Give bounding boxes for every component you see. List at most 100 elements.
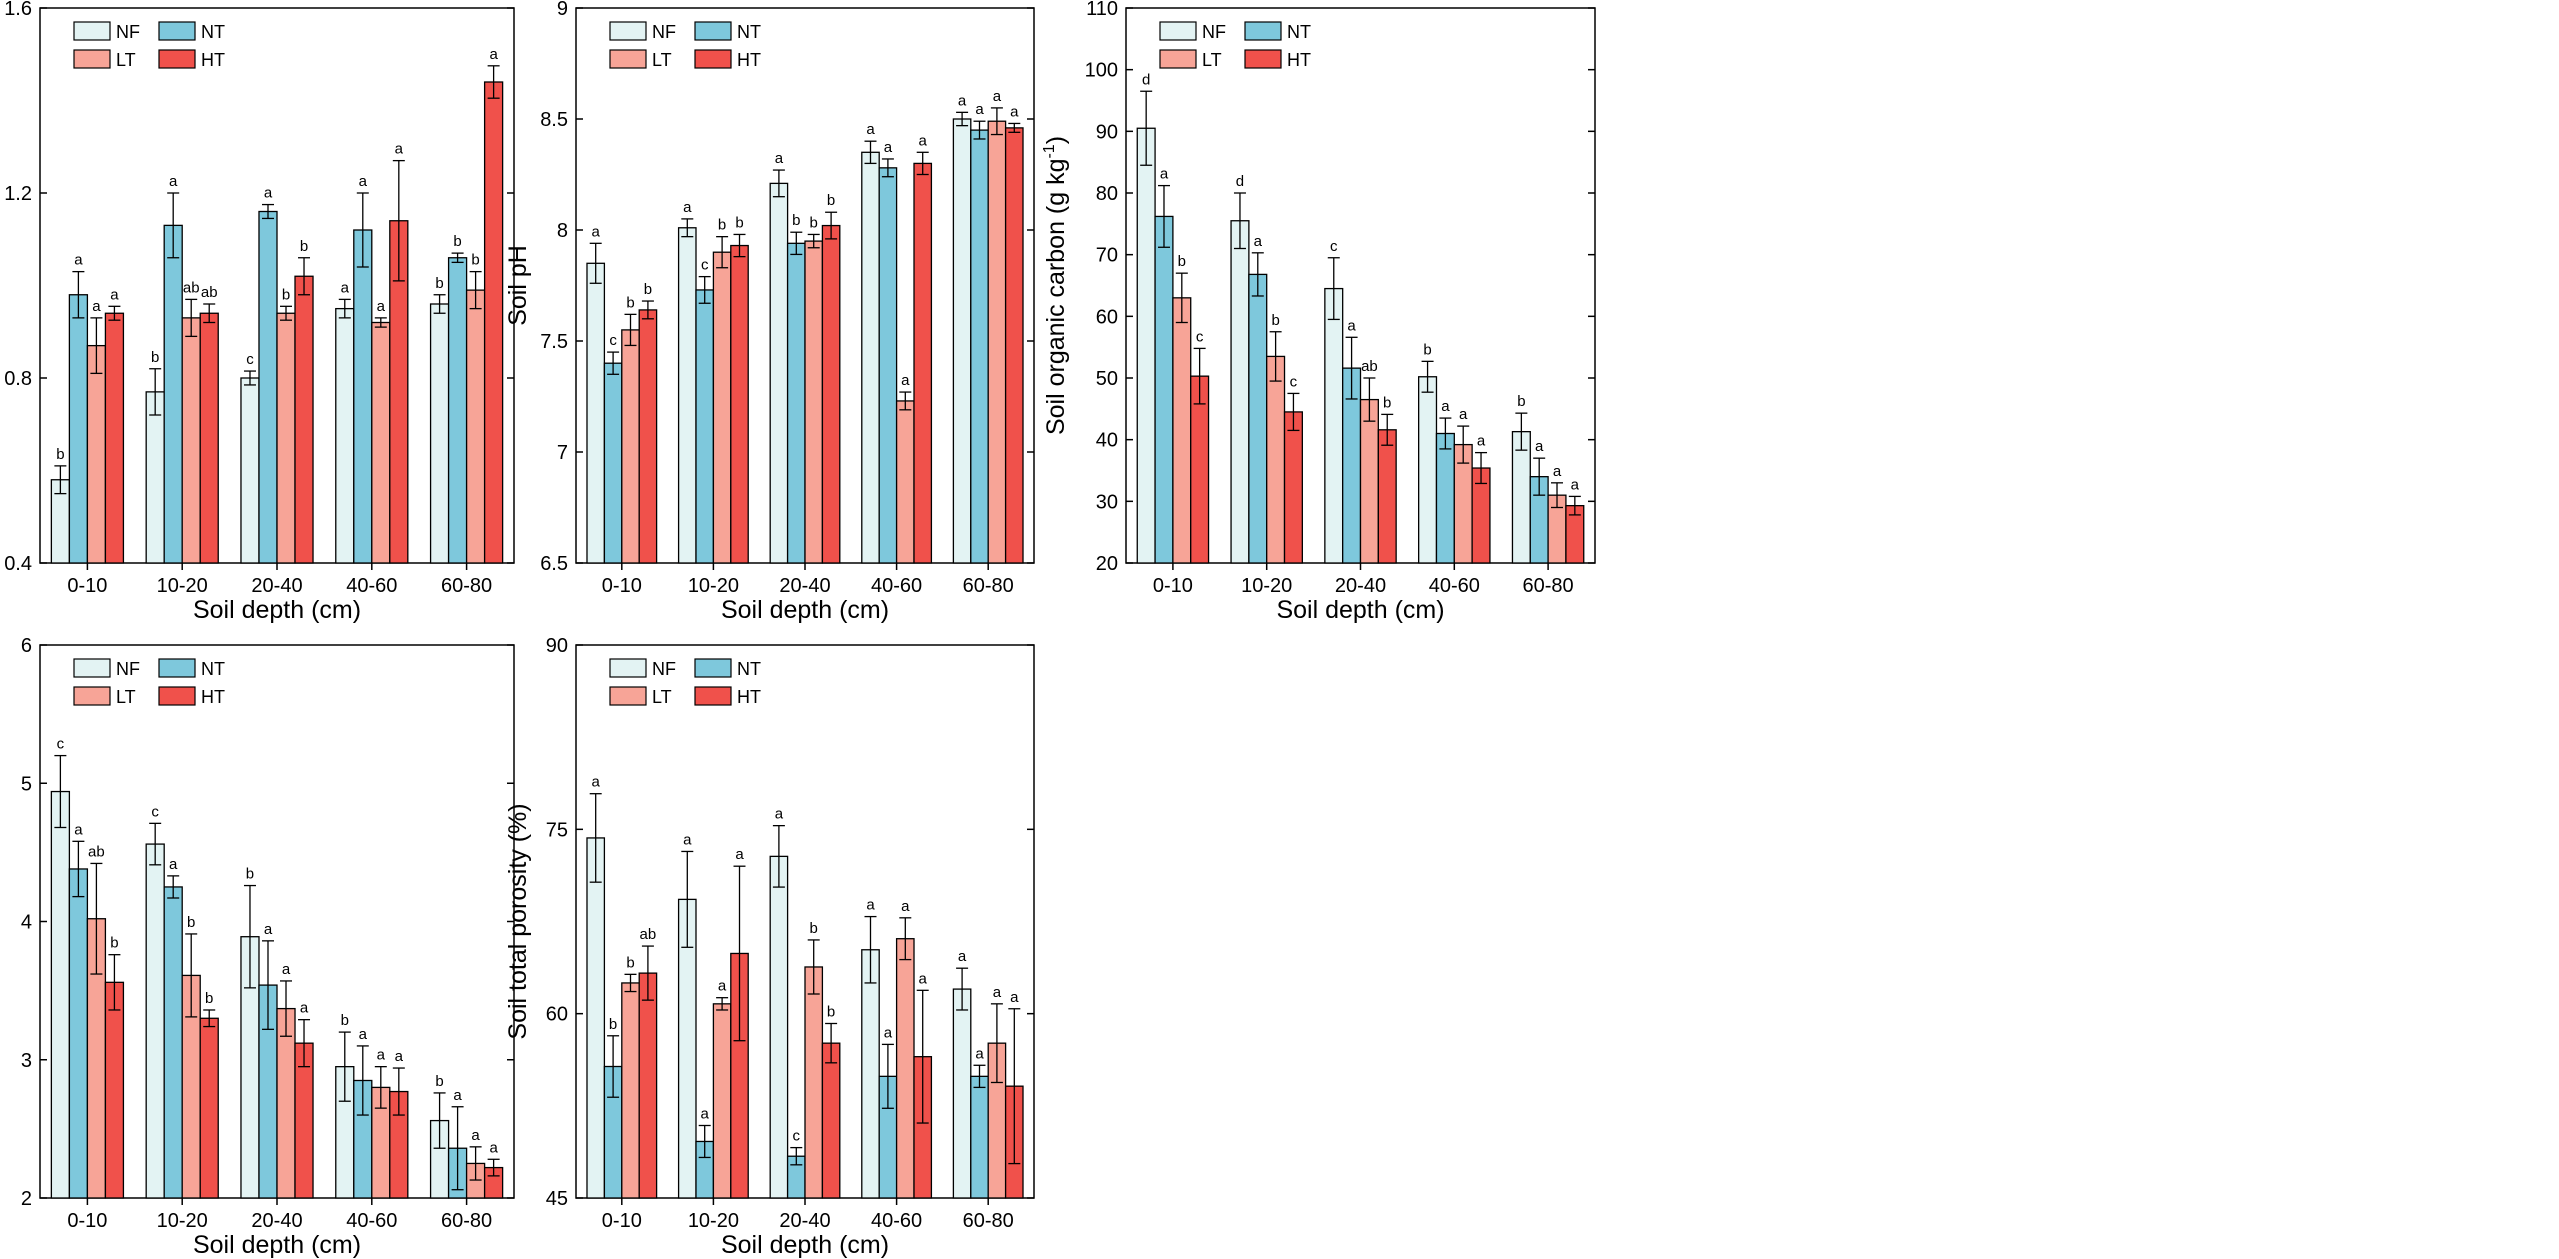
significance-letter: a: [377, 298, 386, 315]
legend-swatch-ht: [694, 49, 732, 69]
error-bar: [641, 945, 654, 1001]
significance-letter: b: [810, 214, 818, 231]
y-axis-label: Soil organic carbon (g kg-1): [1041, 136, 1070, 435]
error-bar: [280, 305, 293, 321]
legend-swatch-nt: [694, 658, 732, 678]
x-tick-label: 60-80: [441, 575, 492, 597]
significance-letter: a: [866, 897, 875, 914]
legend: NF NT LT HT: [609, 21, 761, 70]
y-axis-label: Soil total porosity (%): [504, 803, 532, 1039]
x-axis-label: Soil depth (cm): [721, 1231, 889, 1259]
error-bar: [356, 192, 369, 268]
significance-letter: a: [74, 252, 83, 269]
error-bar: [956, 111, 969, 127]
error-bar: [1551, 482, 1564, 509]
x-axis-label: Soil depth (cm): [1276, 596, 1444, 624]
y-tick-label: 2: [21, 1188, 32, 1210]
bar-nf: [145, 391, 165, 564]
error-bar: [1345, 336, 1358, 400]
error-bar: [899, 917, 912, 961]
x-axis-label: Soil depth (cm): [721, 596, 889, 624]
significance-letter: a: [1477, 433, 1486, 450]
significance-letter: c: [1196, 328, 1204, 345]
x-axis-label: Soil depth (cm): [193, 596, 361, 624]
significance-letter: b: [341, 1012, 349, 1029]
error-bar: [90, 317, 103, 375]
error-bar: [956, 967, 969, 1011]
significance-letter: b: [1178, 253, 1186, 270]
legend-label-lt: LT: [116, 687, 136, 707]
legend-label-nt: NT: [201, 22, 225, 42]
legend-label-nt: NT: [1287, 22, 1311, 42]
bar-nf: [861, 949, 880, 1199]
y-tick-label: 70: [1096, 245, 1118, 267]
y-tick-label: 80: [1096, 183, 1118, 205]
bar-nt: [1154, 215, 1174, 564]
significance-letter: a: [735, 846, 744, 863]
x-tick-label: 0-10: [67, 575, 107, 597]
significance-letter: b: [1383, 394, 1391, 411]
error-bar: [607, 351, 620, 375]
bar-ht: [730, 244, 749, 564]
x-tick-label: 60-80: [963, 575, 1014, 597]
error-bar: [1008, 1008, 1021, 1165]
bar-nf: [335, 307, 355, 564]
significance-letter: b: [435, 1073, 443, 1090]
bar-nf: [240, 377, 260, 564]
x-tick-label: 40-60: [346, 1210, 397, 1232]
error-bar: [72, 270, 85, 319]
significance-letter: b: [282, 286, 290, 303]
legend-swatch-lt: [73, 686, 111, 706]
legend-swatch-nf: [73, 21, 111, 41]
significance-letter: a: [1010, 989, 1019, 1006]
y-axis-label: Soil pH: [504, 245, 532, 326]
y-tick-label: 75: [546, 819, 568, 841]
error-bar: [589, 242, 602, 284]
significance-letter: ab: [640, 926, 657, 943]
error-bar: [825, 211, 838, 240]
significance-letter: b: [471, 252, 479, 269]
significance-letter: a: [110, 286, 119, 303]
error-bar: [1269, 331, 1282, 382]
bar-lt: [1172, 297, 1192, 564]
bar-lt: [895, 400, 915, 564]
legend: NF NT LT HT: [73, 21, 225, 70]
y-tick-label: 110: [1086, 0, 1118, 20]
error-bar: [54, 754, 67, 829]
error-bar: [487, 65, 500, 99]
significance-letter: a: [264, 921, 273, 938]
legend-label-nf: NF: [116, 22, 140, 42]
significance-letter: a: [683, 199, 692, 216]
legend-swatch-ht: [694, 686, 732, 706]
x-tick-label: 0-10: [602, 575, 642, 597]
y-tick-label: 8.5: [540, 109, 568, 131]
significance-letter: a: [92, 298, 101, 315]
significance-letter: a: [919, 970, 928, 987]
legend-label-nf: NF: [652, 659, 676, 679]
legend-label-nf: NF: [652, 22, 676, 42]
significance-letter: c: [793, 1128, 801, 1145]
error-bar: [772, 824, 785, 888]
significance-letter: b: [110, 935, 118, 952]
x-tick-label: 40-60: [871, 575, 922, 597]
significance-letter: a: [1553, 463, 1562, 480]
bar-nt: [163, 886, 183, 1199]
significance-letter: a: [718, 978, 727, 995]
chart-panel-2: 6.5 7 7.5 8 8.5 9 Soil pH Soil depth (cm) 0-10 a c…: [504, 0, 1035, 624]
error-bar: [469, 270, 482, 310]
significance-letter: a: [489, 1139, 498, 1156]
error-bar: [167, 875, 180, 899]
bar-lt: [276, 312, 296, 564]
bar-nf: [861, 151, 880, 564]
bar-lt: [804, 240, 824, 564]
significance-letter: b: [810, 920, 818, 937]
significance-letter: a: [377, 1047, 386, 1064]
legend-swatch-lt: [1159, 49, 1197, 69]
error-bar: [243, 884, 256, 989]
significance-letter: a: [1347, 317, 1356, 334]
x-tick-label: 20-40: [251, 575, 302, 597]
y-tick-label: 4: [21, 912, 32, 934]
significance-letter: a: [901, 372, 910, 389]
error-bar: [1233, 192, 1246, 250]
error-bar: [356, 1045, 369, 1116]
